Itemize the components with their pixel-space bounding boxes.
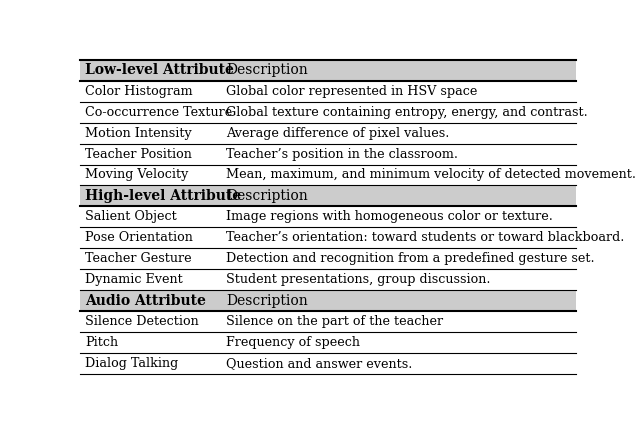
Text: Audio Attribute: Audio Attribute xyxy=(85,294,206,308)
Text: High-level Attribute: High-level Attribute xyxy=(85,189,241,203)
Text: Description: Description xyxy=(227,294,308,308)
Text: Image regions with homogeneous color or texture.: Image regions with homogeneous color or … xyxy=(227,211,553,223)
Text: Average difference of pixel values.: Average difference of pixel values. xyxy=(227,127,450,140)
Text: Pitch: Pitch xyxy=(85,336,118,349)
Text: Student presentations, group discussion.: Student presentations, group discussion. xyxy=(227,273,491,286)
Text: Color Histogram: Color Histogram xyxy=(85,85,193,98)
Text: Co-occurrence Texture: Co-occurrence Texture xyxy=(85,106,232,119)
Text: Salient Object: Salient Object xyxy=(85,211,177,223)
Text: Silence on the part of the teacher: Silence on the part of the teacher xyxy=(227,315,444,328)
Text: Moving Velocity: Moving Velocity xyxy=(85,169,188,181)
Text: Description: Description xyxy=(227,63,308,77)
Text: Motion Intensity: Motion Intensity xyxy=(85,127,192,140)
Text: Mean, maximum, and minimum velocity of detected movement.: Mean, maximum, and minimum velocity of d… xyxy=(227,169,636,181)
Text: Global color represented in HSV space: Global color represented in HSV space xyxy=(227,85,477,98)
Text: Pose Orientation: Pose Orientation xyxy=(85,232,193,244)
Text: Teacher Position: Teacher Position xyxy=(85,148,192,160)
Text: Low-level Attribute: Low-level Attribute xyxy=(85,63,234,77)
Text: Global texture containing entropy, energy, and contrast.: Global texture containing entropy, energ… xyxy=(227,106,588,119)
Text: Description: Description xyxy=(227,189,308,203)
Bar xyxy=(80,291,576,312)
Text: Frequency of speech: Frequency of speech xyxy=(227,336,360,349)
Text: Dialog Talking: Dialog Talking xyxy=(85,357,178,370)
Text: Detection and recognition from a predefined gesture set.: Detection and recognition from a predefi… xyxy=(227,253,595,265)
Text: Teacher’s position in the classroom.: Teacher’s position in the classroom. xyxy=(227,148,458,160)
Bar xyxy=(80,185,576,206)
Bar xyxy=(80,59,576,80)
Text: Silence Detection: Silence Detection xyxy=(85,315,198,328)
Text: Dynamic Event: Dynamic Event xyxy=(85,273,182,286)
Text: Question and answer events.: Question and answer events. xyxy=(227,357,413,370)
Text: Teacher’s orientation: toward students or toward blackboard.: Teacher’s orientation: toward students o… xyxy=(227,232,625,244)
Text: Teacher Gesture: Teacher Gesture xyxy=(85,253,191,265)
